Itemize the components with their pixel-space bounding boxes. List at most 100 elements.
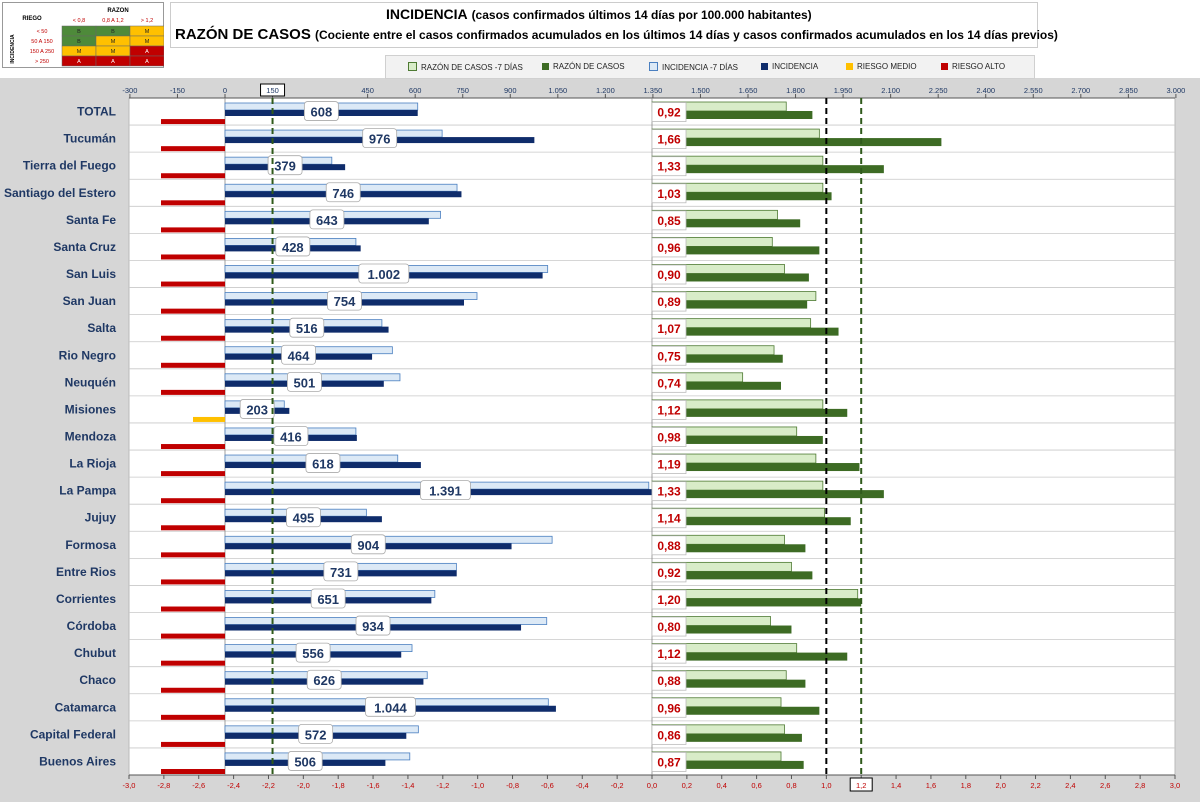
risk-indicator-bar <box>161 525 225 531</box>
top-axis-tick-label: 2.250 <box>929 86 948 95</box>
ratio-data-label: 0,88 <box>657 539 681 553</box>
legend-swatch-riesgo-alto <box>941 63 948 70</box>
incidence-data-label: 904 <box>357 538 379 553</box>
bottom-axis-tick-label: -1,6 <box>367 781 380 790</box>
ratio-data-label: 1,03 <box>657 187 681 201</box>
ratio-label-box <box>651 616 687 637</box>
incidence-data-label: 506 <box>294 754 316 769</box>
incidence-data-label: 516 <box>296 321 318 336</box>
bottom-axis-tick-label: -1,8 <box>332 781 345 790</box>
risk-indicator-bar <box>161 119 225 125</box>
incidence-data-label: 1.044 <box>374 700 407 715</box>
risk-matrix-col-header: 0,8 A 1,2 <box>102 18 123 24</box>
incidence-data-label: 731 <box>330 565 352 580</box>
bottom-axis-tick-label: 1,4 <box>891 781 901 790</box>
ratio-data-label: 0,74 <box>657 376 681 390</box>
title-line2: RAZÓN DE CASOS (Cociente entre el casos … <box>175 26 1058 43</box>
ratio-bar <box>652 246 820 255</box>
risk-matrix-grid: RIEGO RAZON INCIDENCIA < 0,8 0,8 A 1,2 > 1… <box>2 2 165 68</box>
title-incidencia-sub: (casos confirmados últimos 14 días por 1… <box>471 8 812 22</box>
incidence-data-label: 1.391 <box>429 484 462 499</box>
risk-matrix-cell-label: M <box>111 39 116 45</box>
incidence-label-box <box>305 453 341 473</box>
top-axis-tick-label: 1.950 <box>834 86 853 95</box>
incidence-data-label: 428 <box>282 240 304 255</box>
bottom-axis-tick-label: -3,0 <box>123 781 136 790</box>
ratio-bar <box>652 598 862 607</box>
ratio-label-box <box>651 129 687 150</box>
bottom-axis-tick-label: 0,6 <box>751 781 761 790</box>
ratio-label-box <box>651 670 687 691</box>
category-label: Entre Rios <box>56 565 116 579</box>
incidence-data-label: 203 <box>246 402 268 417</box>
incidence-label-box <box>323 561 359 582</box>
incidence-label-box <box>275 236 311 257</box>
risk-indicator-bar <box>161 579 225 585</box>
top-axis-tick-label: 450 <box>361 86 374 95</box>
bottom-axis-tick-label: -0,8 <box>506 781 519 790</box>
bottom-axis-tick-label: -2,0 <box>297 781 310 790</box>
top-axis-tick-label: 1.650 <box>739 86 758 95</box>
incidence-7d-bar <box>224 535 553 544</box>
ratio-label-box <box>651 427 687 447</box>
category-label: Santa Cruz <box>53 240 116 254</box>
ratio-label-box <box>651 318 687 339</box>
ratio-data-label: 0,89 <box>657 295 681 309</box>
ratio-bar <box>652 327 839 336</box>
legend-label-riesgo-medio: RIESGO MEDIO <box>857 62 917 71</box>
incidence-data-label: 464 <box>288 348 310 363</box>
risk-matrix-cell-label: B <box>111 29 115 35</box>
bottom-axis-tick-label: 1,6 <box>926 781 936 790</box>
risk-matrix: RIEGO RAZON INCIDENCIA < 0,8 0,8 A 1,2 > 1… <box>2 2 165 68</box>
top-axis-tick-label: 2.100 <box>881 86 900 95</box>
risk-indicator-bar <box>161 227 225 233</box>
ratio-data-label: 1,20 <box>657 593 681 607</box>
incidence-data-label: 1.002 <box>368 267 401 282</box>
legend-item-incidencia-7d: INCIDENCIA -7 DÍAS <box>649 62 738 72</box>
risk-indicator-bar <box>161 200 225 206</box>
risk-indicator-bar <box>161 660 225 666</box>
incidence-label-box <box>287 751 323 771</box>
ratio-bar <box>652 435 823 444</box>
category-label: Neuquén <box>65 375 116 389</box>
top-axis-tick-label: 750 <box>456 86 469 95</box>
risk-matrix-cell-label: B <box>77 39 81 45</box>
chart-legend: RAZÓN DE CASOS -7 DÍAS RAZÓN DE CASOS IN… <box>385 55 1035 79</box>
ratio-label-box <box>651 481 687 502</box>
ratio-bar <box>652 138 942 147</box>
category-label: Jujuy <box>85 511 117 525</box>
risk-indicator-bar <box>161 254 225 260</box>
bottom-axis-highlight-box <box>849 777 873 792</box>
category-label: Corrientes <box>56 592 116 606</box>
ratio-bar <box>652 679 806 688</box>
incidence-label-box <box>362 128 398 149</box>
ratio-data-label: 0,86 <box>657 728 681 742</box>
risk-matrix-razon-label: RAZON <box>107 8 128 14</box>
bottom-axis-tick-label: 2,0 <box>995 781 1005 790</box>
category-label: TOTAL <box>77 105 116 119</box>
legend-label-incidencia: INCIDENCIA <box>772 62 819 71</box>
ratio-data-label: 1,07 <box>657 322 681 336</box>
bottom-axis-tick-label: -2,4 <box>227 781 240 790</box>
risk-matrix-cell-label: A <box>145 49 149 55</box>
ratio-bar <box>652 625 792 634</box>
risk-indicator-bar <box>161 687 225 693</box>
legend-swatch-riesgo-medio <box>846 63 853 70</box>
incidence-label-box <box>287 371 322 392</box>
top-axis-tick-label: 900 <box>504 86 517 95</box>
bottom-axis-tick-label: 0,0 <box>647 781 657 790</box>
incidence-data-label: 416 <box>280 430 302 445</box>
incidence-label-box <box>239 399 275 419</box>
risk-indicator-bar <box>161 633 225 639</box>
incidence-label-box <box>267 155 303 176</box>
ratio-label-box <box>651 400 687 420</box>
bottom-axis-tick-label: -0,6 <box>541 781 554 790</box>
ratio-bar <box>652 760 804 769</box>
risk-indicator-bar <box>161 335 225 341</box>
top-axis-tick-label: 3.000 <box>1167 86 1186 95</box>
ratio-data-label: 1,14 <box>657 512 681 526</box>
risk-indicator-bar <box>161 444 225 450</box>
legend-item-razon-7d: RAZÓN DE CASOS -7 DÍAS <box>408 62 523 72</box>
risk-matrix-cell-label: M <box>111 49 116 55</box>
